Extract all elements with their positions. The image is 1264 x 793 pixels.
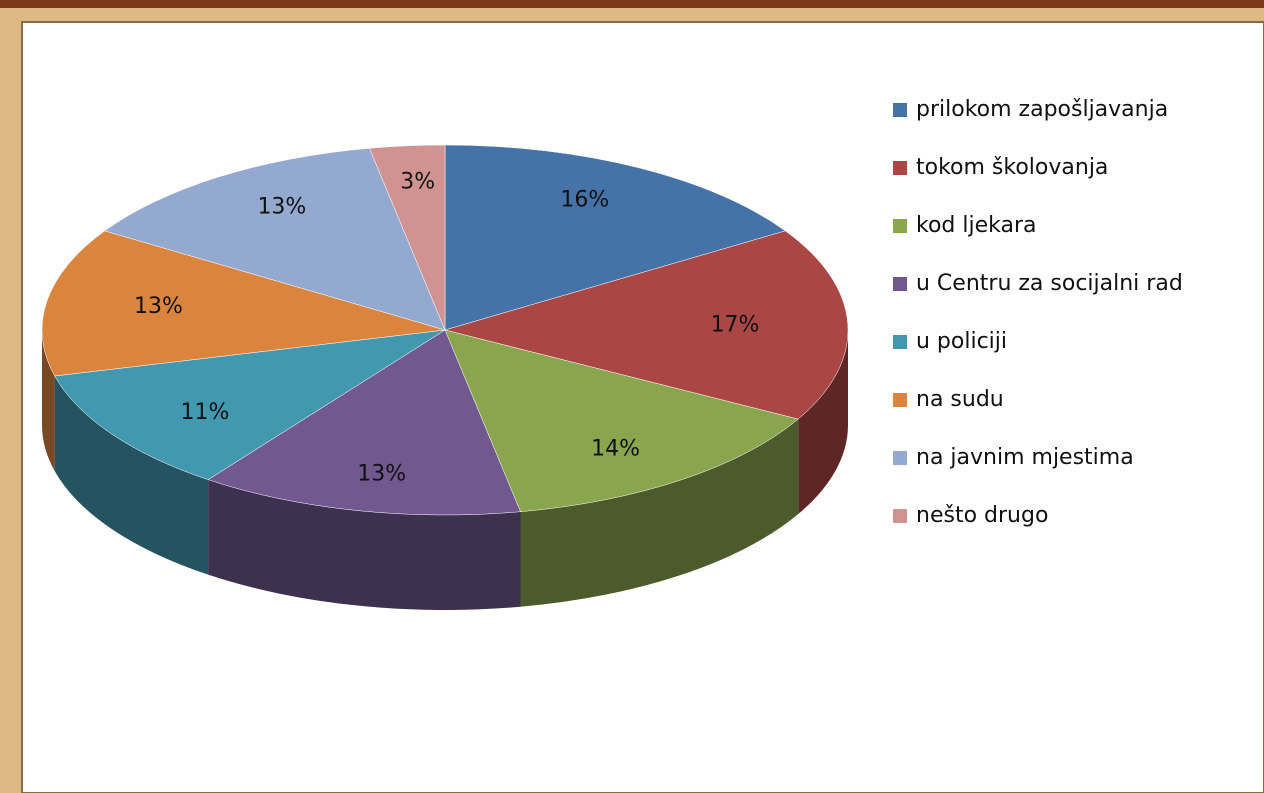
pie-side bbox=[208, 479, 521, 611]
legend-label: u policiji bbox=[916, 329, 1007, 354]
pie-sides bbox=[42, 330, 848, 611]
pie-slice bbox=[444, 144, 786, 331]
legend-swatch bbox=[893, 509, 907, 523]
data-label: 13% bbox=[357, 461, 406, 486]
legend-swatch bbox=[893, 451, 907, 465]
pie-side bbox=[42, 330, 55, 472]
legend-label: na javnim mjestima bbox=[916, 445, 1134, 470]
legend-label: kod ljekara bbox=[916, 213, 1037, 238]
labels: 16% 17% 14% 13% 11% 13% 13% 3% bbox=[134, 170, 760, 487]
pie-side bbox=[54, 376, 209, 575]
pie-slice bbox=[444, 329, 799, 512]
legend-swatch bbox=[893, 103, 907, 117]
legend-swatch bbox=[893, 219, 907, 233]
data-label: 14% bbox=[591, 437, 640, 462]
legend-label: nešto drugo bbox=[916, 503, 1048, 528]
pie-tops bbox=[41, 144, 849, 516]
data-label: 3% bbox=[400, 170, 435, 195]
legend-swatch bbox=[893, 277, 907, 291]
pie-slice bbox=[369, 144, 446, 331]
data-label: 13% bbox=[134, 294, 183, 319]
data-label: 17% bbox=[711, 312, 760, 337]
pie-slice bbox=[41, 230, 446, 377]
legend-swatch bbox=[893, 335, 907, 349]
data-label: 11% bbox=[181, 400, 230, 425]
frame-top bbox=[0, 0, 1264, 8]
legend-label: u Centru za socijalni rad bbox=[916, 271, 1183, 296]
pie-slice bbox=[54, 329, 446, 480]
legend-swatch bbox=[893, 161, 907, 175]
legend-label: na sudu bbox=[916, 387, 1004, 412]
legend-label: tokom školovanja bbox=[916, 155, 1108, 180]
pie-slice bbox=[444, 230, 849, 420]
legend: prilokom zapošljavanja tokom školovanja ko… bbox=[893, 97, 1183, 528]
legend-label: prilokom zapošljavanja bbox=[916, 97, 1168, 122]
pie-side bbox=[520, 419, 799, 607]
pie-slice bbox=[207, 329, 521, 516]
data-label: 13% bbox=[257, 195, 306, 220]
data-label: 16% bbox=[560, 187, 609, 212]
pie-slice bbox=[104, 148, 446, 331]
legend-swatch bbox=[893, 393, 907, 407]
